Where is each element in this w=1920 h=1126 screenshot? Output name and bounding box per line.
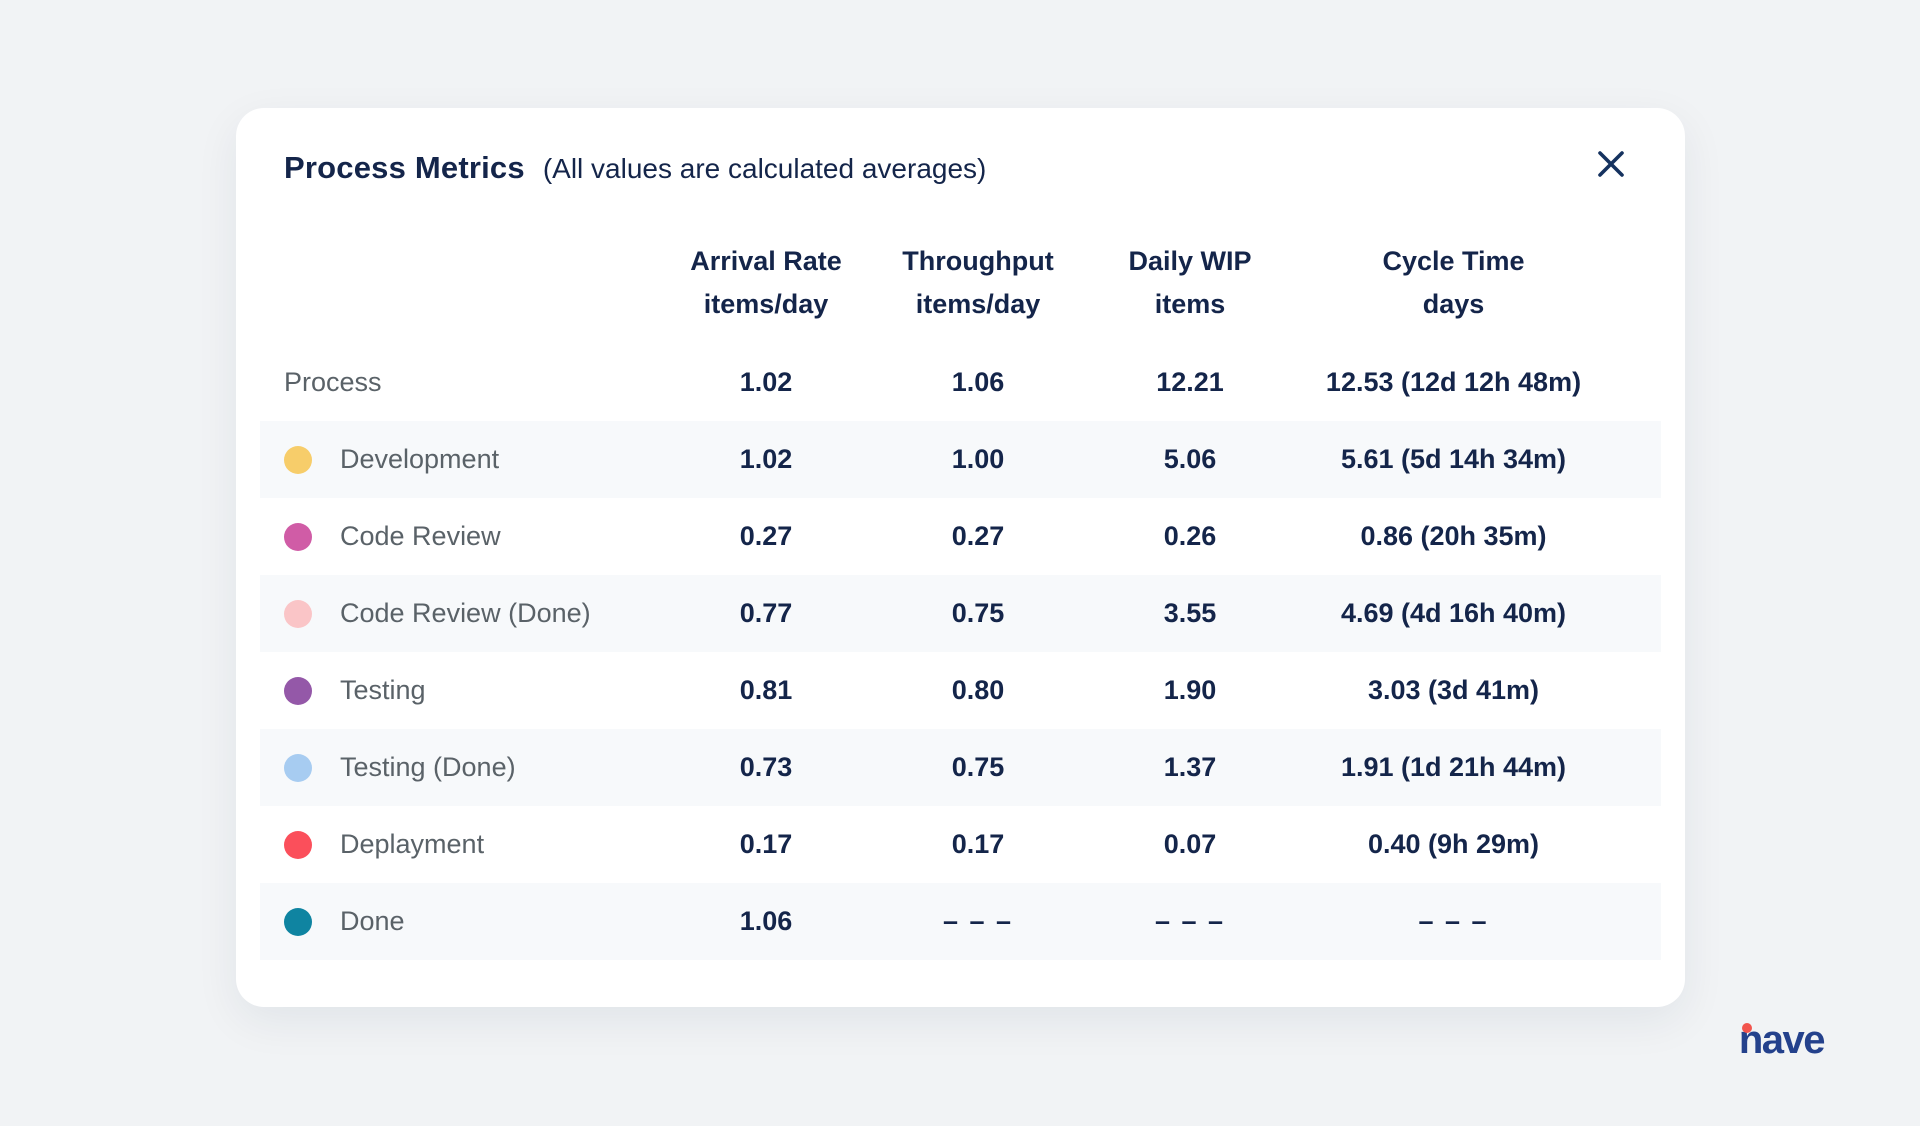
table-row: Done 1.06 – – – – – – – – – xyxy=(260,883,1661,960)
stage-cell: Code Review (Done) xyxy=(260,598,660,629)
throughput-value: – – – xyxy=(942,906,1014,936)
daily-wip-value: 0.07 xyxy=(1163,829,1217,859)
cycle-time-value: – – – xyxy=(1418,906,1489,936)
daily-wip-value: 1.37 xyxy=(1163,752,1217,782)
throughput-value: 0.75 xyxy=(951,752,1005,782)
throughput-value: 1.00 xyxy=(951,444,1005,474)
table-body: Process 1.02 1.06 12.21 12.53 (12d 12h 4… xyxy=(260,344,1661,960)
stage-cell: Code Review xyxy=(260,521,660,552)
cycle-time-value: 3.03 (3d 41m) xyxy=(1367,675,1540,705)
stage-cell: Process xyxy=(260,367,660,398)
stage-color-dot xyxy=(284,753,312,782)
table-row: Code Review 0.27 0.27 0.26 0.86 (20h 35m… xyxy=(260,498,1661,575)
arrival-rate-value: 0.77 xyxy=(739,598,793,628)
stage-cell: Development xyxy=(260,444,660,475)
daily-wip-value: 5.06 xyxy=(1163,444,1217,474)
logo-text: nave xyxy=(1738,1018,1826,1062)
stage-color-dot xyxy=(284,830,312,859)
column-header-empty xyxy=(260,240,660,326)
stage-color-dot xyxy=(284,676,312,705)
arrival-rate-value: 0.17 xyxy=(739,829,793,859)
stage-name: Code Review xyxy=(340,521,501,551)
stage-color-dot xyxy=(284,907,312,936)
table-row: Development 1.02 1.00 5.06 5.61 (5d 14h … xyxy=(260,421,1661,498)
throughput-value: 0.80 xyxy=(951,675,1005,705)
close-button[interactable] xyxy=(1591,144,1631,184)
daily-wip-value: 12.21 xyxy=(1156,367,1224,397)
arrival-rate-value: 0.27 xyxy=(739,521,793,551)
throughput-value: 0.27 xyxy=(951,521,1005,551)
throughput-value: 0.17 xyxy=(951,829,1005,859)
table-row: Testing (Done) 0.73 0.75 1.37 1.91 (1d 2… xyxy=(260,729,1661,806)
stage-name: Done xyxy=(340,906,405,936)
modal-title: Process Metrics xyxy=(284,150,525,185)
cycle-time-value: 12.53 (12d 12h 48m) xyxy=(1325,367,1582,397)
cycle-time-value: 0.40 (9h 29m) xyxy=(1367,829,1540,859)
column-header-arrival-rate: Arrival Rate items/day xyxy=(660,240,872,326)
table-row: Testing 0.81 0.80 1.90 3.03 (3d 41m) xyxy=(260,652,1661,729)
column-unit: items/day xyxy=(703,289,829,319)
logo-dot-icon xyxy=(1741,1023,1752,1033)
table-row: Code Review (Done) 0.77 0.75 3.55 4.69 (… xyxy=(260,575,1661,652)
stage-color-dot xyxy=(284,599,312,628)
cycle-time-value: 0.86 (20h 35m) xyxy=(1360,521,1547,551)
column-label: Arrival Rate xyxy=(690,246,842,276)
stage-color-dot xyxy=(284,445,312,474)
daily-wip-value: – – – xyxy=(1154,906,1226,936)
arrival-rate-value: 0.73 xyxy=(739,752,793,782)
arrival-rate-value: 1.02 xyxy=(739,367,793,397)
stage-cell: Testing xyxy=(260,675,660,706)
column-header-throughput: Throughput items/day xyxy=(872,240,1084,326)
arrival-rate-value: 1.02 xyxy=(739,444,793,474)
daily-wip-value: 1.90 xyxy=(1163,675,1217,705)
arrival-rate-value: 1.06 xyxy=(739,906,793,936)
stage-cell: Deplayment xyxy=(260,829,660,860)
modal-subtitle: (All values are calculated averages) xyxy=(542,153,987,184)
stage-name: Testing (Done) xyxy=(340,752,516,782)
column-header-daily-wip: Daily WIP items xyxy=(1084,240,1296,326)
stage-name: Code Review (Done) xyxy=(340,598,591,628)
stage-cell: Testing (Done) xyxy=(260,752,660,783)
process-metrics-table: Arrival Rate items/day Throughput items/… xyxy=(260,240,1661,960)
column-unit: items xyxy=(1154,289,1226,319)
throughput-value: 0.75 xyxy=(951,598,1005,628)
daily-wip-value: 3.55 xyxy=(1163,598,1217,628)
close-icon xyxy=(1596,149,1626,179)
nave-logo: nave xyxy=(1738,1014,1826,1066)
column-label: Cycle Time xyxy=(1382,246,1525,276)
daily-wip-value: 0.26 xyxy=(1163,521,1217,551)
table-row: Process 1.02 1.06 12.21 12.53 (12d 12h 4… xyxy=(260,344,1661,421)
stage-name: Testing xyxy=(340,675,426,705)
modal-header: Process Metrics (All values are calculat… xyxy=(236,108,1685,186)
cycle-time-value: 5.61 (5d 14h 34m) xyxy=(1340,444,1567,474)
stage-name: Development xyxy=(340,444,500,474)
stage-cell: Done xyxy=(260,906,660,937)
column-unit: days xyxy=(1422,289,1485,319)
arrival-rate-value: 0.81 xyxy=(739,675,793,705)
cycle-time-value: 4.69 (4d 16h 40m) xyxy=(1340,598,1567,628)
table-header-row: Arrival Rate items/day Throughput items/… xyxy=(260,240,1661,326)
stage-name: Process xyxy=(284,367,382,397)
stage-name: Deplayment xyxy=(340,829,485,859)
stage-color-dot xyxy=(284,522,312,551)
column-unit: items/day xyxy=(915,289,1041,319)
column-label: Throughput xyxy=(902,246,1054,276)
column-header-cycle-time: Cycle Time days xyxy=(1296,240,1611,326)
cycle-time-value: 1.91 (1d 21h 44m) xyxy=(1340,752,1567,782)
column-label: Daily WIP xyxy=(1128,246,1252,276)
throughput-value: 1.06 xyxy=(951,367,1005,397)
table-row: Deplayment 0.17 0.17 0.07 0.40 (9h 29m) xyxy=(260,806,1661,883)
process-metrics-modal: Process Metrics (All values are calculat… xyxy=(236,108,1685,1007)
